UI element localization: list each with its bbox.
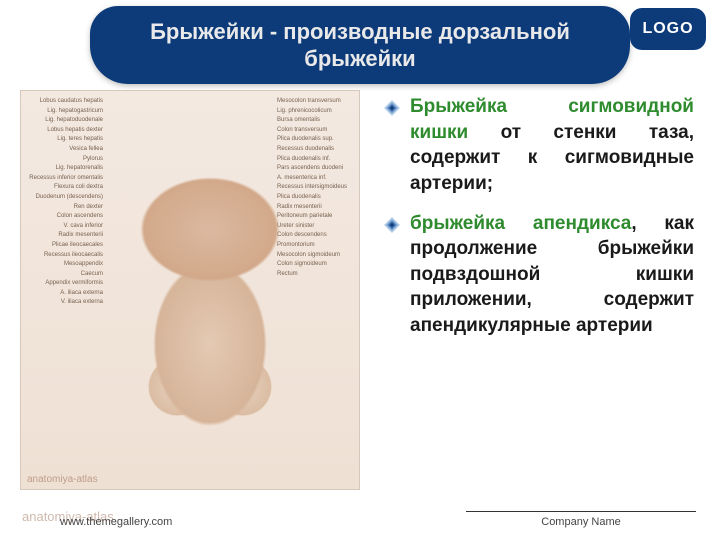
diamond-bullet-icon [384,100,400,197]
diagram-label: Ren dexter [25,203,103,213]
diagram-label: Duodenum (descendens) [25,193,103,203]
diagram-label: Radix mesenterii [277,203,355,213]
anatomy-diagram: Lobus caudatus hepatisLig. hepatogastric… [20,90,360,490]
diagram-label: Mesocolon transversum [277,97,355,107]
diagram-label: Appendix vermiformis [25,279,103,289]
diagram-label: Colon transversum [277,126,355,136]
diagram-label: Pars ascendens duodeni [277,164,355,174]
content-area: Lobus caudatus hepatisLig. hepatogastric… [0,90,720,500]
diagram-label: Vesica fellea [25,145,103,155]
footer-url: www.themegallery.com [60,516,172,528]
diagram-watermark: anatomiya-atlas [27,474,98,485]
diagram-label: Plica duodenalis [277,193,355,203]
diagram-label: Lobus hepatis dexter [25,126,103,136]
diagram-label: Ureter sinister [277,222,355,232]
diagram-label: Plicae ileocaecales [25,241,103,251]
diagram-label: A. mesenterica inf. [277,174,355,184]
diagram-label: Recessus ileocaecalis [25,251,103,261]
diagram-label: V. cava inferior [25,222,103,232]
bullet-list: Брыжейка сигмовидной кишки от стенки таз… [360,90,720,500]
diagram-label: Lig. hepatorenalis [25,164,103,174]
diagram-label: Caecum [25,270,103,280]
diagram-label: Lig. hepatoduodenale [25,116,103,126]
diagram-label: Lig. hepatogastricum [25,107,103,117]
footer: anatomiya-atlas www.themegallery.com Com… [0,506,720,540]
diagram-label: Mesoappendix [25,260,103,270]
diamond-bullet-icon [384,217,400,339]
diagram-labels-right: Mesocolon transversumLig. phrenicocolicu… [277,97,355,279]
footer-company: Company Name [466,511,696,528]
diagram-label: Colon sigmoideum [277,260,355,270]
diagram-label: Recessus inferior omentalis [25,174,103,184]
diagram-label: Promontorium [277,241,355,251]
diagram-labels: Lobus caudatus hepatisLig. hepatogastric… [21,91,359,489]
diagram-label: V. iliaca externa [25,298,103,308]
diagram-label: Plica duodenalis sup. [277,135,355,145]
diagram-label: Lig. teres hepatis [25,135,103,145]
diagram-label: Colon descendens [277,231,355,241]
diagram-label: Peritoneum parietale [277,212,355,222]
diagram-labels-left: Lobus caudatus hepatisLig. hepatogastric… [25,97,103,308]
slide-title-bar: Брыжейки - производные дорзальной брыжей… [90,6,630,84]
slide-title: Брыжейки - производные дорзальной брыжей… [130,18,590,73]
diagram-label: Lobus caudatus hepatis [25,97,103,107]
diagram-label: Radix mesenterii [25,231,103,241]
diagram-label: Pylorus [25,155,103,165]
diagram-label: Rectum [277,270,355,280]
bullet-segment: брыжейка апендикса [410,213,631,234]
diagram-label: Plica duodenalis inf. [277,155,355,165]
logo-badge: LOGO [630,8,706,50]
diagram-label: A. iliaca externa [25,289,103,299]
diagram-label: Flexura coli dextra [25,183,103,193]
diagram-label: Recessus duodenalis [277,145,355,155]
bullet-text: брыжейка апендикса, как продолжение брыж… [410,211,694,339]
diagram-label: Bursa omentalis [277,116,355,126]
bullet-text: Брыжейка сигмовидной кишки от стенки таз… [410,94,694,197]
diagram-label: Recessus intersigmoideus [277,183,355,193]
diagram-label: Lig. phrenicocolicum [277,107,355,117]
bullet-item: брыжейка апендикса, как продолжение брыж… [384,211,694,339]
bullet-item: Брыжейка сигмовидной кишки от стенки таз… [384,94,694,197]
diagram-label: Mesocolon sigmoideum [277,251,355,261]
diagram-label: Colon ascendens [25,212,103,222]
logo-text: LOGO [642,20,693,38]
